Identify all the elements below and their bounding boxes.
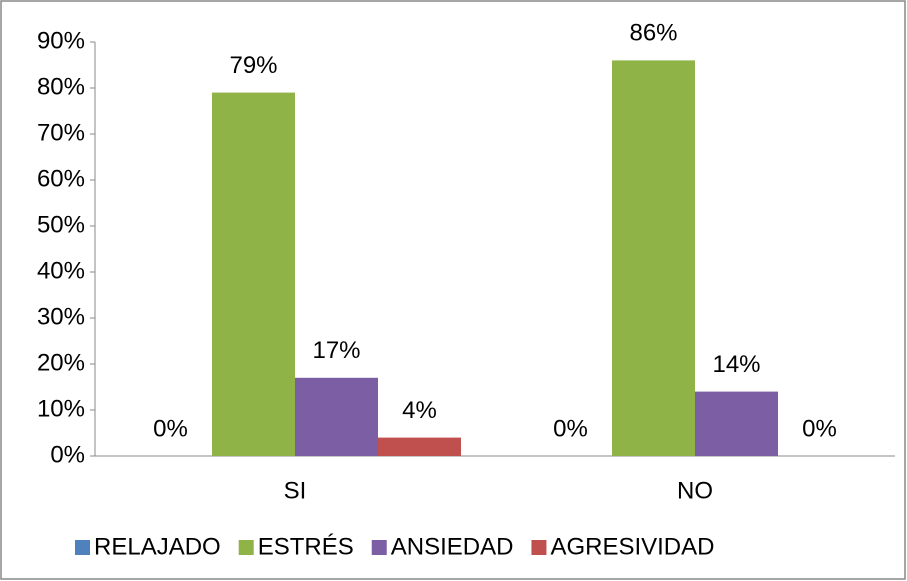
data-label: 14% [712, 351, 760, 378]
bar [695, 391, 778, 456]
y-tick-label: 20% [37, 349, 85, 376]
data-label: 0% [802, 415, 837, 442]
bar [295, 377, 378, 456]
bar [378, 437, 461, 456]
bar [212, 92, 295, 456]
y-tick-label: 40% [37, 257, 85, 284]
y-tick-label: 50% [37, 211, 85, 238]
x-tick-label: NO [677, 477, 713, 504]
y-tick-label: 80% [37, 73, 85, 100]
legend-swatch [238, 540, 254, 555]
y-tick-label: 10% [37, 395, 85, 422]
y-tick-label: 60% [37, 165, 85, 192]
y-tick-label: 0% [50, 441, 85, 468]
legend-label: AGRESIVIDAD [550, 533, 714, 560]
x-tick-label: SI [284, 477, 307, 504]
data-label: 0% [153, 415, 188, 442]
data-label: 79% [229, 52, 277, 79]
data-label: 0% [553, 415, 588, 442]
y-tick-label: 90% [37, 27, 85, 54]
y-tick-label: 70% [37, 119, 85, 146]
data-label: 4% [402, 397, 437, 424]
legend-swatch [75, 540, 90, 555]
legend-swatch [531, 540, 547, 555]
legend-label: RELAJADO [94, 533, 221, 560]
legend-label: ANSIEDAD [391, 533, 514, 560]
y-tick-label: 30% [37, 303, 85, 330]
data-label: 17% [312, 337, 360, 364]
data-label: 86% [629, 20, 677, 47]
legend-label: ESTRÉS [258, 533, 354, 560]
legend-swatch [371, 540, 387, 555]
bar [612, 60, 695, 457]
